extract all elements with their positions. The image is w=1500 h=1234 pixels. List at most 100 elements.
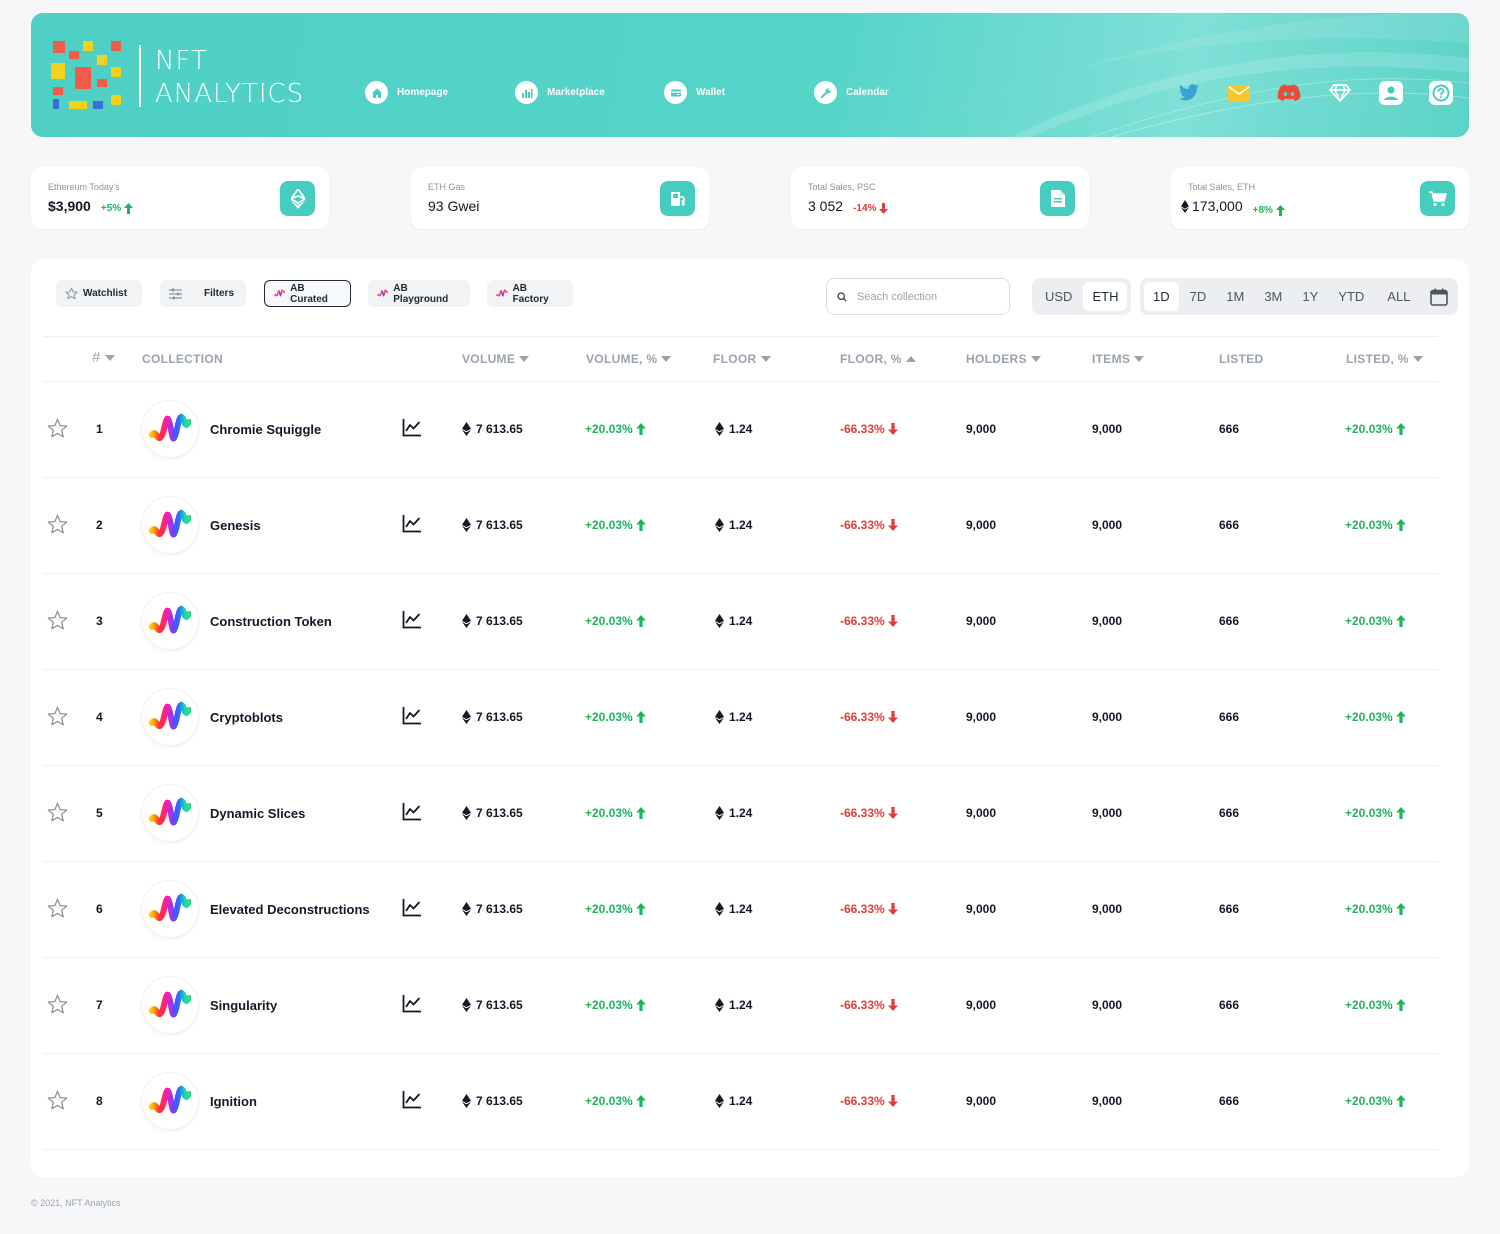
eth-icon: [462, 710, 471, 724]
period-ytd[interactable]: YTD: [1338, 289, 1365, 304]
col-collection: COLLECTION: [142, 352, 223, 366]
collection-avatar: [142, 785, 198, 841]
tab-ab-factory[interactable]: AB Factory: [487, 280, 573, 307]
collection-avatar: [142, 881, 198, 937]
line-chart-icon[interactable]: [402, 802, 422, 824]
watchlist-button[interactable]: Watchlist: [56, 280, 142, 307]
row-floor-pct: -66.33%: [840, 998, 898, 1012]
row-rank: 3: [96, 614, 103, 628]
watchlist-star-icon[interactable]: [47, 1090, 68, 1113]
period-7d[interactable]: 7D: [1189, 289, 1207, 304]
row-rank: 1: [96, 422, 103, 436]
arrow-up-icon: [635, 423, 646, 435]
row-holders: 9,000: [966, 998, 997, 1012]
row-floor: 1.24: [715, 422, 752, 436]
line-chart-icon[interactable]: [402, 418, 422, 440]
line-chart-icon[interactable]: [402, 706, 422, 728]
period-all[interactable]: ALL: [1387, 289, 1411, 304]
period-3m[interactable]: 3M: [1264, 289, 1283, 304]
nav-wallet[interactable]: Wallet: [664, 81, 725, 104]
collections-panel: Watchlist Filters AB Curated AB Playgrou…: [31, 259, 1469, 1177]
collection-name[interactable]: Singularity: [210, 998, 278, 1013]
row-holders: 9,000: [966, 422, 997, 436]
period-1y[interactable]: 1Y: [1302, 289, 1319, 304]
watchlist-star-icon[interactable]: [47, 610, 68, 633]
col-volume[interactable]: VOLUME: [462, 352, 530, 366]
tab-ab-playground[interactable]: AB Playground: [368, 280, 470, 307]
eth-icon: [462, 518, 471, 532]
col-holders[interactable]: HOLDERS: [966, 352, 1041, 366]
watchlist-star-icon[interactable]: [47, 994, 68, 1017]
nav-marketplace[interactable]: Marketplace: [515, 81, 605, 104]
row-items: 9,000: [1092, 710, 1123, 724]
collection-avatar: [142, 1073, 198, 1129]
nav-calendar[interactable]: Calendar: [814, 81, 889, 104]
eth-icon: [715, 902, 724, 916]
period-1m[interactable]: 1M: [1226, 289, 1245, 304]
table-row: 1 Chromie Squiggle: [43, 382, 1438, 478]
nav-homepage[interactable]: Homepage: [365, 81, 448, 104]
watchlist-star-icon[interactable]: [47, 898, 68, 921]
row-holders: 9,000: [966, 518, 997, 532]
arrow-down-icon: [887, 807, 898, 819]
row-rank: 8: [96, 1094, 103, 1108]
collection-name[interactable]: Cryptoblots: [210, 710, 283, 725]
collection-name[interactable]: Elevated Deconstructions: [210, 902, 370, 917]
watchlist-star-icon[interactable]: [47, 706, 68, 729]
eth-icon: [715, 806, 724, 820]
eth-icon: [715, 518, 724, 532]
twitter-icon[interactable]: [1176, 80, 1202, 106]
row-listed-pct: +20.03%: [1345, 518, 1406, 532]
col-floor-pct[interactable]: FLOOR, %: [840, 352, 916, 366]
stat-card-total-sales-psc: Total Sales, PSC 3 052 -14%: [791, 167, 1089, 229]
squiggle-icon: [496, 289, 508, 297]
line-chart-icon[interactable]: [402, 514, 422, 536]
tab-ab-curated[interactable]: AB Curated: [264, 280, 351, 307]
row-listed: 666: [1219, 518, 1240, 532]
line-chart-icon[interactable]: [402, 610, 422, 632]
line-chart-icon[interactable]: [402, 994, 422, 1016]
row-listed-pct: +20.03%: [1345, 1094, 1406, 1108]
period-1d[interactable]: 1D: [1144, 282, 1179, 311]
row-floor-pct: -66.33%: [840, 422, 898, 436]
watchlist-star-icon[interactable]: [47, 802, 68, 825]
arrow-up-icon: [1395, 423, 1406, 435]
currency-usd[interactable]: USD: [1045, 289, 1073, 304]
table-row: 3 Construction Token: [43, 574, 1438, 670]
user-icon[interactable]: [1378, 80, 1404, 106]
collection-name[interactable]: Ignition: [210, 1094, 257, 1109]
arrow-down-icon: [887, 1095, 898, 1107]
collection-avatar: [142, 497, 198, 553]
col-rank[interactable]: #: [92, 349, 115, 366]
eth-icon: [462, 902, 471, 916]
line-chart-icon[interactable]: [402, 898, 422, 920]
diamond-icon[interactable]: [1327, 80, 1353, 106]
stat-change: -14%: [853, 203, 889, 214]
eth-icon: [715, 998, 724, 1012]
table-row: 6 Elevated Deconstructions: [43, 862, 1438, 958]
col-items[interactable]: ITEMS: [1092, 352, 1145, 366]
search-input[interactable]: [857, 290, 997, 303]
row-rank: 6: [96, 902, 103, 916]
col-volume-pct[interactable]: VOLUME, %: [586, 352, 672, 366]
currency-eth[interactable]: ETH: [1083, 282, 1128, 311]
discord-icon[interactable]: [1276, 80, 1302, 106]
filters-button[interactable]: Filters: [160, 280, 246, 307]
wrench-icon: [814, 81, 837, 104]
col-floor[interactable]: FLOOR: [713, 352, 771, 366]
row-listed-pct: +20.03%: [1345, 998, 1406, 1012]
collection-name[interactable]: Dynamic Slices: [210, 806, 306, 821]
watchlist-star-icon[interactable]: [47, 418, 68, 441]
collection-name[interactable]: Chromie Squiggle: [210, 422, 322, 437]
col-listed-pct[interactable]: LISTED, %: [1346, 352, 1423, 366]
collection-name[interactable]: Construction Token: [210, 614, 332, 629]
help-icon[interactable]: [1428, 80, 1454, 106]
row-floor: 1.24: [715, 806, 752, 820]
line-chart-icon[interactable]: [402, 1090, 422, 1112]
mail-icon[interactable]: [1226, 80, 1252, 106]
stat-label: ETH Gas: [428, 182, 466, 192]
calendar-icon[interactable]: [1424, 282, 1454, 311]
collection-name[interactable]: Genesis: [210, 518, 261, 533]
watchlist-star-icon[interactable]: [47, 514, 68, 537]
logo-icon: [51, 41, 121, 109]
